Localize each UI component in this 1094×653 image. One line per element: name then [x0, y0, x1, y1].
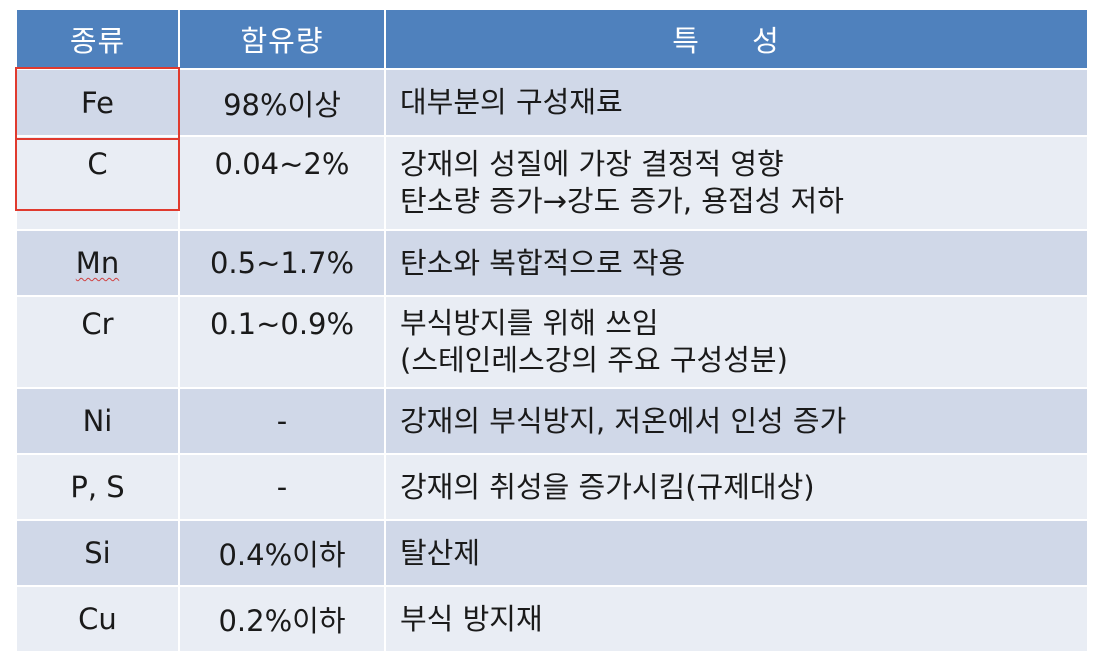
characteristics-cell: 강재의 부식방지, 저온에서 인성 증가: [384, 387, 1089, 455]
header-characteristics: 특 성: [384, 8, 1089, 70]
characteristics-line: 탄소와 복합적으로 작용: [400, 245, 686, 280]
content-cell: 0.04~2%: [178, 135, 386, 231]
steel-elements-table-container: 종류 함유량 특 성 Fe 98%이상 대부분의 구성재료 C 0.04~2% …: [15, 8, 1089, 653]
table-row: Ni - 강재의 부식방지, 저온에서 인성 증가: [15, 387, 1089, 455]
content-cell: 98%이상: [178, 68, 386, 137]
characteristics-cell: 대부분의 구성재료: [384, 68, 1089, 137]
table-header-row: 종류 함유량 특 성: [15, 8, 1089, 70]
c-highlight-box: [15, 138, 180, 211]
header-type: 종류: [15, 8, 180, 70]
characteristics-cell: 탄소와 복합적으로 작용: [384, 229, 1089, 297]
table-row: C 0.04~2% 강재의 성질에 가장 결정적 영향 탄소량 증가→강도 증가…: [15, 135, 1089, 231]
characteristics-line: (스테인레스강의 주요 구성성분): [400, 343, 788, 377]
characteristics-line: 강재의 부식방지, 저온에서 인성 증가: [400, 403, 847, 438]
element-cell: Ni: [15, 387, 180, 455]
content-cell: 0.1~0.9%: [178, 295, 386, 389]
characteristics-line: 탄소량 증가→강도 증가, 용접성 저하: [400, 184, 844, 218]
table-row: P, S - 강재의 취성을 증가시킴(규제대상): [15, 453, 1089, 521]
table-row: Mn 0.5~1.7% 탄소와 복합적으로 작용: [15, 229, 1089, 297]
table-row: Cu 0.2%이하 부식 방지재: [15, 585, 1089, 653]
characteristics-line: 탈산제: [400, 535, 481, 570]
characteristics-cell: 강재의 성질에 가장 결정적 영향 탄소량 증가→강도 증가, 용접성 저하: [384, 135, 1089, 231]
characteristics-line: 대부분의 구성재료: [400, 85, 623, 119]
steel-elements-table: 종류 함유량 특 성 Fe 98%이상 대부분의 구성재료 C 0.04~2% …: [15, 8, 1089, 653]
element-cell: C: [15, 135, 180, 231]
element-cell: P, S: [15, 453, 180, 521]
content-cell: 0.2%이하: [178, 585, 386, 653]
content-cell: 0.4%이하: [178, 519, 386, 587]
characteristics-line: 부식방지를 위해 쓰임: [400, 306, 659, 340]
element-cell: Mn: [15, 229, 180, 297]
characteristics-cell: 강재의 취성을 증가시킴(규제대상): [384, 453, 1089, 521]
characteristics-cell: 부식 방지재: [384, 585, 1089, 653]
content-cell: -: [178, 453, 386, 521]
element-label: Mn: [75, 246, 120, 280]
table-row: Si 0.4%이하 탈산제: [15, 519, 1089, 587]
header-content: 함유량: [178, 8, 386, 70]
characteristics-cell: 부식방지를 위해 쓰임 (스테인레스강의 주요 구성성분): [384, 295, 1089, 389]
content-cell: -: [178, 387, 386, 455]
element-cell: Cu: [15, 585, 180, 653]
characteristics-line: 강재의 성질에 가장 결정적 영향: [400, 147, 784, 181]
element-cell: Fe: [15, 68, 180, 137]
element-cell: Si: [15, 519, 180, 587]
table-row: Fe 98%이상 대부분의 구성재료: [15, 68, 1089, 137]
content-cell: 0.5~1.7%: [178, 229, 386, 297]
table-row: Cr 0.1~0.9% 부식방지를 위해 쓰임 (스테인레스강의 주요 구성성분…: [15, 295, 1089, 389]
fe-highlight-box: [15, 67, 180, 140]
element-cell: Cr: [15, 295, 180, 389]
characteristics-line: 강재의 취성을 증가시킴(규제대상): [400, 469, 815, 504]
characteristics-line: 부식 방지재: [400, 601, 543, 636]
characteristics-cell: 탈산제: [384, 519, 1089, 587]
